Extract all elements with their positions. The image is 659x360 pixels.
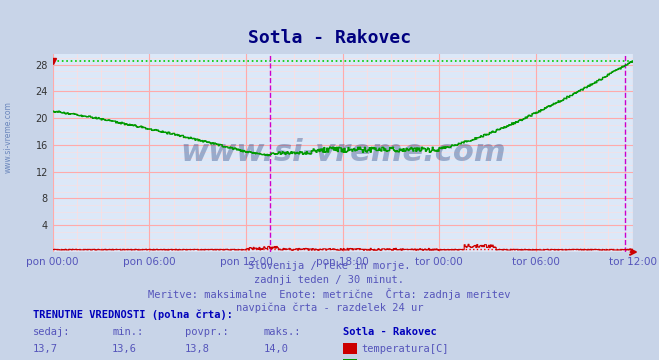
- Text: 13,7: 13,7: [33, 344, 58, 354]
- Text: Meritve: maksimalne  Enote: metrične  Črta: zadnja meritev: Meritve: maksimalne Enote: metrične Črta…: [148, 288, 511, 300]
- Text: temperatura[C]: temperatura[C]: [361, 344, 449, 354]
- Text: Slovenija / reke in morje.: Slovenija / reke in morje.: [248, 261, 411, 271]
- Text: Sotla - Rakovec: Sotla - Rakovec: [343, 327, 436, 337]
- Text: povpr.:: povpr.:: [185, 327, 228, 337]
- Text: maks.:: maks.:: [264, 327, 301, 337]
- Text: www.si-vreme.com: www.si-vreme.com: [180, 139, 505, 167]
- Text: Sotla - Rakovec: Sotla - Rakovec: [248, 29, 411, 47]
- Text: navpična črta - razdelek 24 ur: navpična črta - razdelek 24 ur: [236, 302, 423, 312]
- Text: 13,8: 13,8: [185, 344, 210, 354]
- Text: zadnji teden / 30 minut.: zadnji teden / 30 minut.: [254, 275, 405, 285]
- Text: min.:: min.:: [112, 327, 143, 337]
- Text: 14,0: 14,0: [264, 344, 289, 354]
- Text: TRENUTNE VREDNOSTI (polna črta):: TRENUTNE VREDNOSTI (polna črta):: [33, 309, 233, 320]
- Text: www.si-vreme.com: www.si-vreme.com: [3, 101, 13, 173]
- Text: sedaj:: sedaj:: [33, 327, 71, 337]
- Text: 13,6: 13,6: [112, 344, 137, 354]
